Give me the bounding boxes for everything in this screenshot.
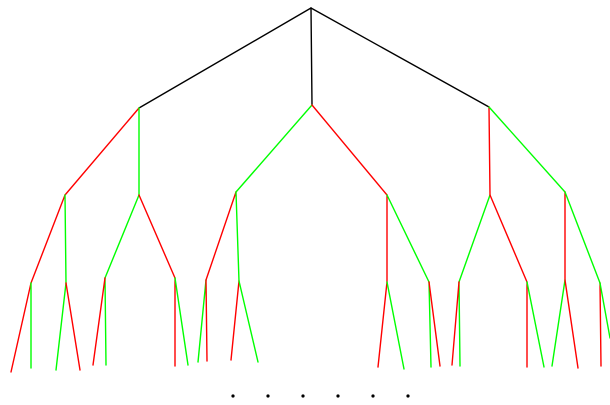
ellipsis-dot — [371, 394, 375, 398]
tree-edge-level-1-black — [138, 7, 312, 109]
tree-edge-level-4-red — [599, 282, 602, 367]
tree-edge-level-3-green — [386, 194, 430, 283]
tree-edge-level-3-green — [564, 191, 601, 284]
tree-edge-level-4-red — [377, 281, 388, 368]
tree-edge-level-4-red — [92, 277, 106, 366]
ellipsis-dot — [301, 394, 305, 398]
tree-edge-level-1-black — [310, 7, 490, 108]
tree-edge-level-2-green — [235, 104, 313, 193]
tree-edge-level-4-green — [526, 281, 545, 368]
tree-edge-level-2-red — [311, 104, 388, 196]
tree-edge-level-4-green — [599, 282, 610, 339]
ellipsis-dot — [406, 394, 410, 398]
continuation-ellipsis — [231, 394, 410, 398]
ellipsis-dot — [336, 394, 340, 398]
tree-edge-level-3-green — [458, 194, 491, 283]
tree-edge-level-4-red — [65, 282, 81, 371]
tree-edge-level-4-green — [458, 281, 461, 367]
ellipsis-dot — [266, 394, 270, 398]
tree-edge-level-4-red — [230, 280, 240, 361]
tree-edge-level-2-green — [488, 106, 566, 193]
tree-edges — [10, 7, 610, 373]
tree-edge-level-3-green — [235, 191, 240, 282]
tree-edge-level-3-green — [64, 194, 67, 284]
tree-edge-level-4-red — [451, 281, 460, 366]
tree-edge-level-4-green — [428, 281, 432, 368]
tree-edge-level-4-red — [10, 282, 32, 373]
tree-edge-level-4-red — [428, 281, 441, 367]
tree-edge-level-2-red — [488, 106, 491, 196]
tree-edge-level-3-green — [104, 194, 140, 279]
tree-edge-level-4-green — [551, 279, 566, 367]
tree-edge-level-4-green — [174, 277, 189, 366]
tree-edge-level-4-green — [386, 281, 405, 370]
tree-edge-level-3-red — [489, 194, 528, 283]
tree-edge-level-4-green — [55, 282, 67, 371]
tree-edge-level-4-red — [564, 279, 579, 369]
tree-edge-level-4-green — [238, 280, 259, 363]
tree-edge-level-4-green — [197, 279, 207, 363]
tree-edge-level-3-red — [138, 194, 176, 279]
tree-edge-level-2-red — [64, 107, 140, 196]
tree-edge-level-4-green — [104, 277, 107, 366]
tree-edge-level-3-red — [30, 194, 66, 284]
tree-edge-level-3-red — [205, 191, 237, 281]
ellipsis-dot — [231, 394, 235, 398]
tree-edge-level-4-red — [205, 279, 208, 362]
tree-edge-level-1-black — [310, 7, 313, 106]
